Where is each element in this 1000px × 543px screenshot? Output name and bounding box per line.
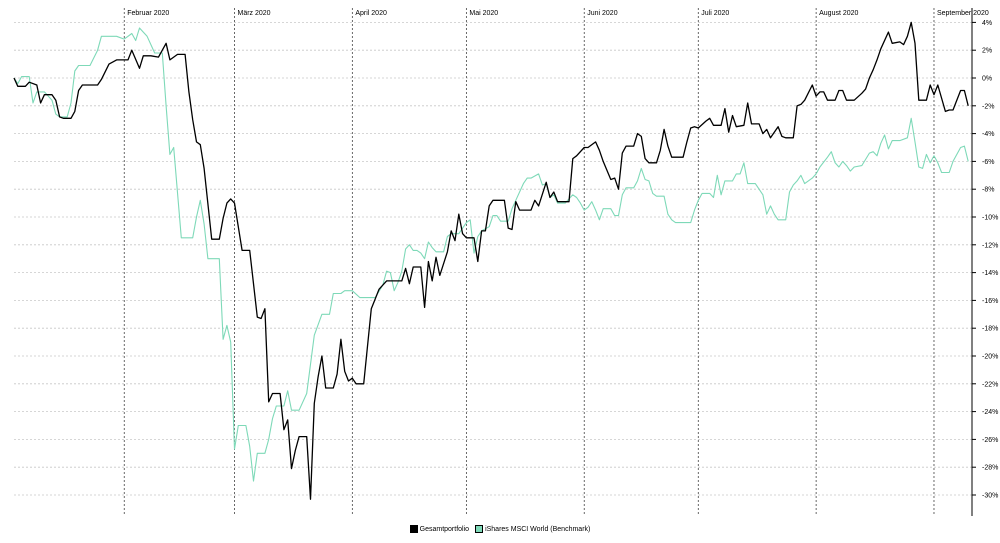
month-lines: Februar 2020 März 2020 April 2020 Mai 2020 J… — [123, 8, 989, 516]
month-label: Mai 2020 — [469, 10, 498, 17]
y-tick-label: -14% — [982, 270, 998, 277]
y-tick-label: -26% — [982, 437, 998, 444]
legend-label-benchmark: iShares MSCI World (Benchmark) — [485, 525, 591, 533]
y-tick-label: -10% — [982, 215, 998, 222]
y-tick-label: -28% — [982, 465, 998, 472]
month-label: September 2020 — [937, 10, 989, 17]
y-tick-label: -20% — [982, 354, 998, 361]
grid-lines — [14, 21, 972, 496]
y-tick-label: -24% — [982, 409, 998, 416]
y-tick-label: 2% — [982, 48, 992, 55]
legend-swatch-portfolio — [409, 525, 418, 533]
y-tick-label: 0% — [982, 76, 992, 83]
legend: Gesamtportfolio iShares MSCI World (Benc… — [0, 522, 1000, 536]
month-label: Februar 2020 — [127, 10, 169, 17]
y-tick-label: -16% — [982, 298, 998, 305]
month-label: April 2020 — [355, 10, 387, 17]
y-tick-label: -30% — [982, 493, 998, 500]
series-line-portfolio — [13, 21, 969, 500]
legend-item-portfolio[interactable]: Gesamtportfolio — [409, 525, 470, 533]
y-tick-label: -18% — [982, 326, 998, 333]
y-tick-label: -22% — [982, 381, 998, 388]
y-tick-label: -8% — [982, 187, 994, 194]
month-label: August 2020 — [819, 10, 858, 17]
y-tick-label: -12% — [982, 242, 998, 249]
legend-swatch-benchmark — [475, 525, 484, 533]
series-lines — [13, 21, 969, 500]
legend-item-benchmark[interactable]: iShares MSCI World (Benchmark) — [475, 525, 590, 533]
y-tick-label: -2% — [982, 103, 994, 110]
y-tick-label: -4% — [982, 131, 994, 138]
y-axis-ticks: 4% 2% 0% -2% -4% -6% -8% -10% -12% -14% -16% -18% -2… — [972, 20, 998, 500]
y-tick-label: 4% — [982, 20, 992, 27]
month-label: März 2020 — [237, 10, 270, 17]
month-label: Juli 2020 — [701, 10, 729, 17]
legend-label-portfolio: Gesamtportfolio — [419, 525, 470, 533]
series-line-benchmark — [13, 27, 969, 482]
y-tick-label: -6% — [982, 159, 994, 166]
month-label: Juni 2020 — [587, 10, 617, 17]
